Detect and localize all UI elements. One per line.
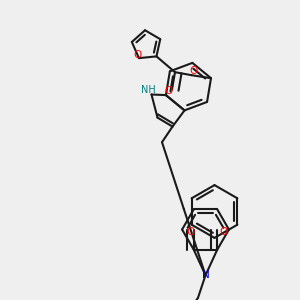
Text: N: N xyxy=(202,270,209,280)
Text: O: O xyxy=(220,227,228,237)
Text: O: O xyxy=(133,50,142,60)
Text: O: O xyxy=(187,227,195,237)
Text: O: O xyxy=(189,66,197,76)
Text: O: O xyxy=(164,86,172,96)
Text: NH: NH xyxy=(141,85,156,95)
